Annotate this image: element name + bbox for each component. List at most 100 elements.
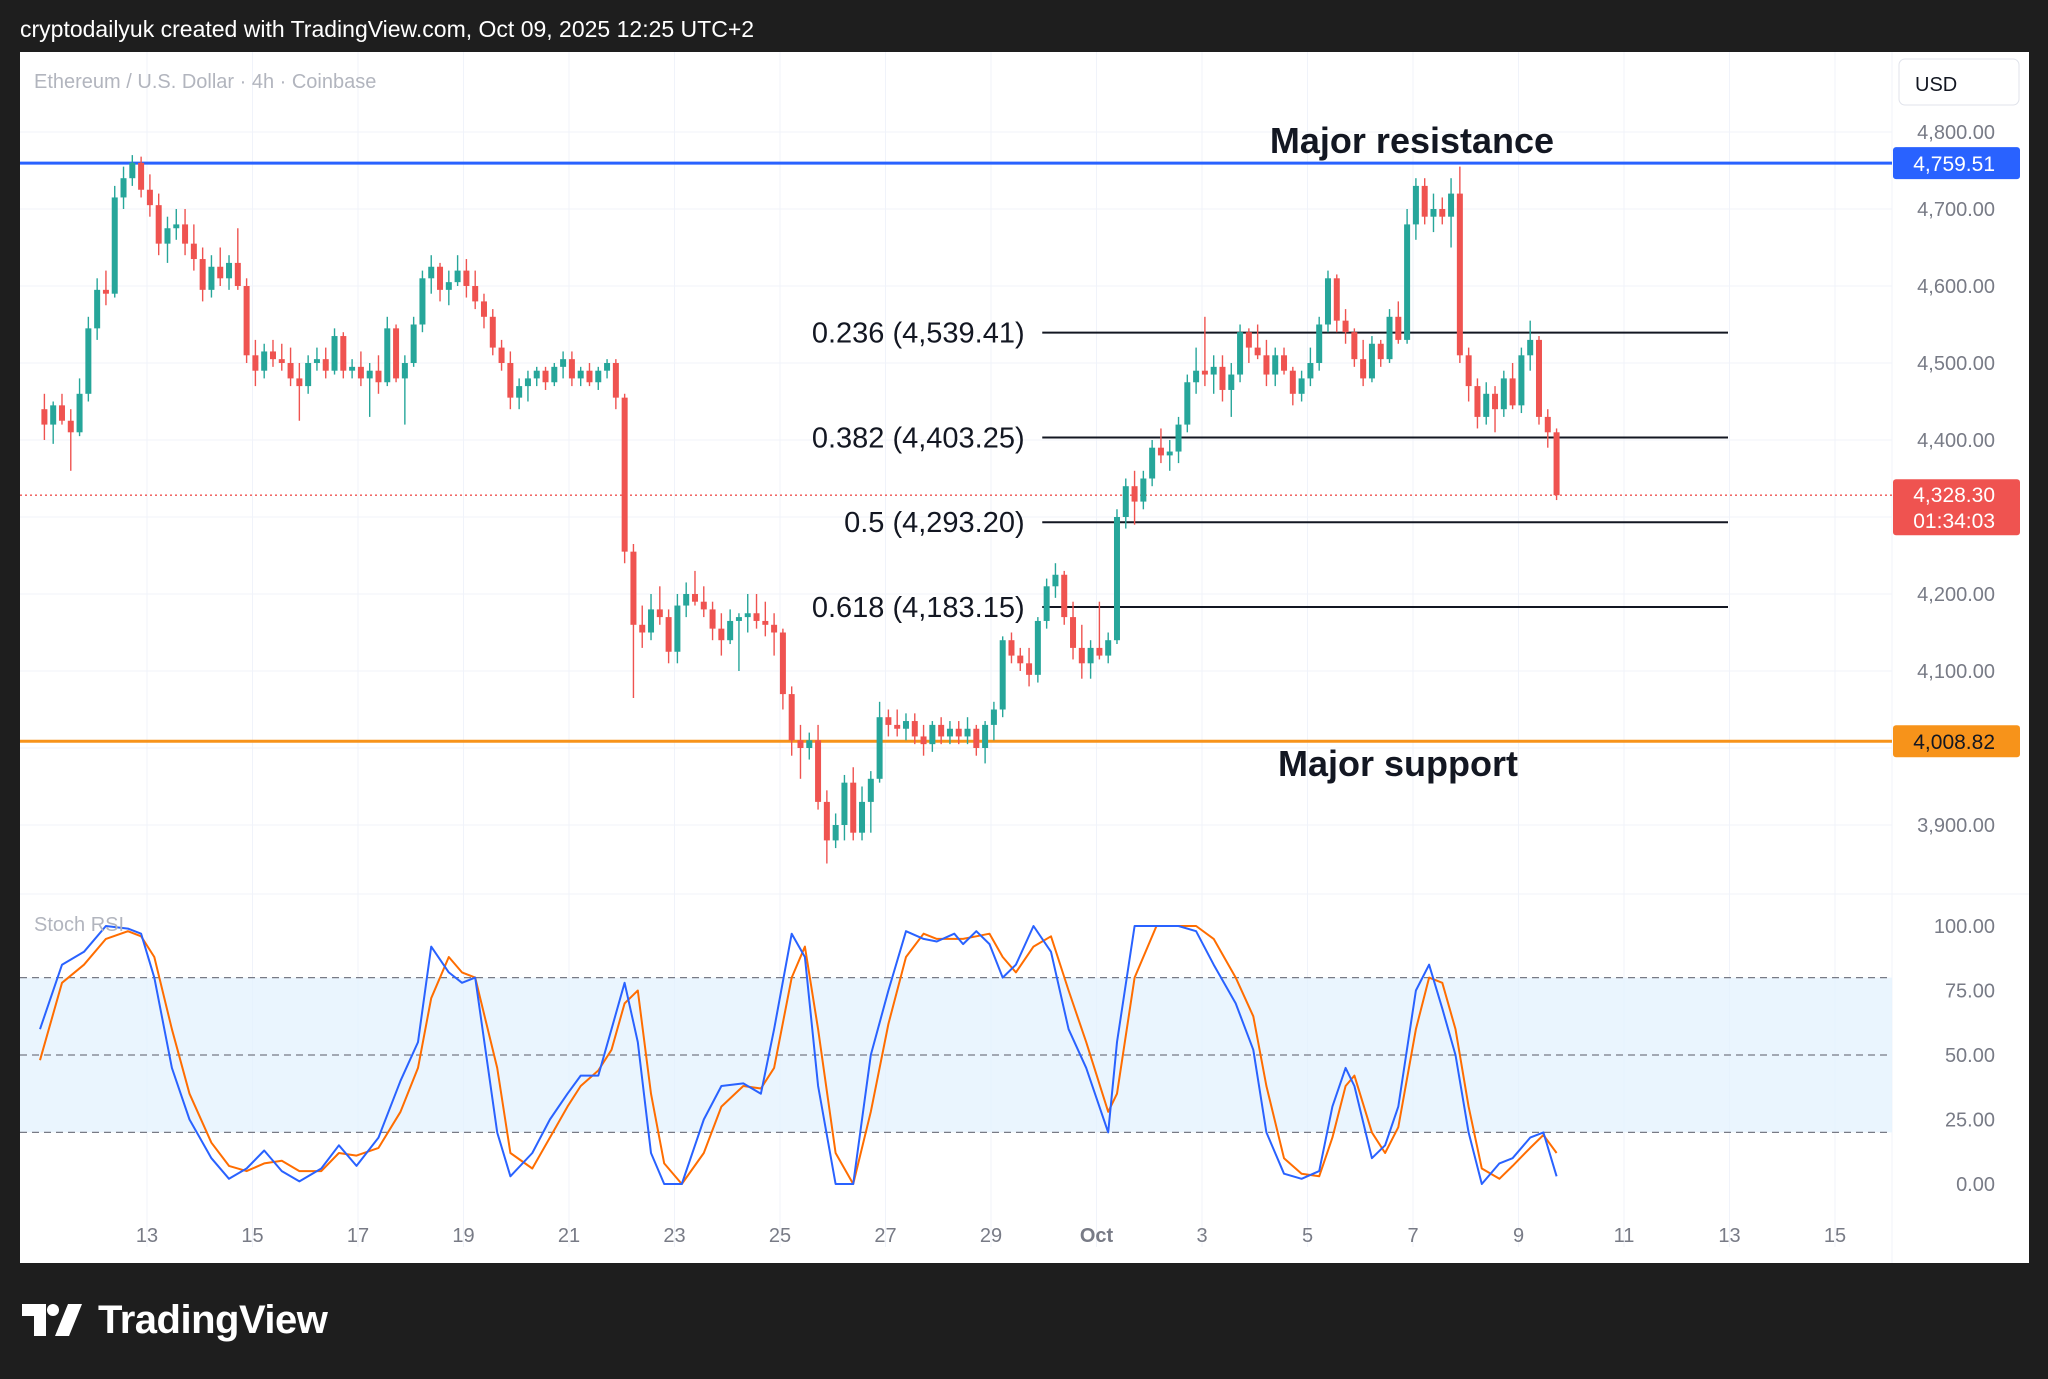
footer-brand-text: TradingView bbox=[98, 1297, 328, 1342]
x-tick-label: 13 bbox=[1718, 1225, 1740, 1247]
candle-body bbox=[894, 724, 901, 729]
price-level-badge-text: 4,008.82 bbox=[1913, 731, 1995, 754]
candle-body bbox=[1500, 378, 1507, 410]
candle-body bbox=[1140, 478, 1147, 502]
candle-body bbox=[138, 162, 145, 190]
candle-body bbox=[753, 613, 760, 621]
candle-body bbox=[841, 782, 848, 825]
candle-body bbox=[472, 286, 479, 302]
candle-body bbox=[94, 289, 101, 329]
stoch-y-tick-label: 25.00 bbox=[1945, 1110, 1995, 1132]
candle-body bbox=[1395, 316, 1402, 340]
candle-body bbox=[1281, 355, 1288, 371]
candle-body bbox=[278, 359, 285, 363]
candle-body bbox=[393, 328, 400, 379]
candle-body bbox=[340, 336, 347, 371]
candle-body bbox=[586, 370, 593, 383]
stoch-y-tick-label: 100.00 bbox=[1934, 916, 1995, 938]
candle-body bbox=[173, 224, 180, 229]
x-tick-label: 7 bbox=[1407, 1225, 1418, 1247]
candle-body bbox=[1360, 359, 1367, 379]
candle-body bbox=[797, 740, 804, 748]
chart-attribution: cryptodailyuk created with TradingView.c… bbox=[20, 16, 755, 42]
x-tick-label: 25 bbox=[769, 1225, 791, 1247]
candle-body bbox=[665, 617, 672, 652]
candle-body bbox=[691, 594, 698, 602]
countdown-text: 01:34:03 bbox=[1913, 510, 1995, 533]
candle-body bbox=[727, 620, 734, 641]
candle-body bbox=[1228, 374, 1235, 390]
candle-body bbox=[1070, 617, 1077, 648]
candle-body bbox=[1201, 370, 1208, 375]
candle-body bbox=[779, 632, 786, 695]
candle-body bbox=[744, 613, 751, 618]
x-tick-label: Oct bbox=[1080, 1225, 1114, 1247]
y-tick-label: 4,500.00 bbox=[1917, 353, 1995, 375]
candle-body bbox=[1509, 378, 1516, 406]
candle-body bbox=[735, 617, 742, 621]
candle-body bbox=[1219, 366, 1226, 390]
candle-body bbox=[612, 363, 619, 398]
candle-body bbox=[331, 336, 338, 371]
candle-body bbox=[1386, 316, 1393, 360]
x-tick-label: 29 bbox=[980, 1225, 1002, 1247]
candle-body bbox=[920, 736, 927, 745]
horizontal-lines[interactable] bbox=[20, 161, 1892, 743]
candle-body bbox=[489, 316, 496, 348]
candle-body bbox=[577, 370, 584, 379]
x-tick-label: 17 bbox=[347, 1225, 369, 1247]
chart-frame[interactable]: 0.236 (4,539.41) 0.382 (4,403.25) 0.5 (4,2… bbox=[20, 52, 2029, 1263]
candle-body bbox=[568, 359, 575, 379]
candle-body bbox=[226, 262, 233, 279]
candle-body bbox=[1544, 416, 1551, 433]
candle-body bbox=[437, 266, 444, 290]
candle-body bbox=[1034, 620, 1041, 675]
candle-body bbox=[1210, 366, 1217, 375]
fib-level-label: 0.382 (4,403.25) bbox=[812, 422, 1025, 454]
candle-body bbox=[1122, 486, 1129, 517]
candle-body bbox=[305, 363, 312, 387]
currency-button[interactable]: USD bbox=[1898, 58, 2020, 106]
x-tick-label: 5 bbox=[1302, 1225, 1313, 1247]
y-tick-label: 4,800.00 bbox=[1917, 122, 1995, 144]
candle-body bbox=[1149, 447, 1156, 479]
time-axis[interactable]: 13 15 17 19 21 23 25 27 29 Oct 3 5 7 9 11 13 15 bbox=[136, 1225, 1846, 1247]
candle-body bbox=[788, 694, 795, 741]
fib-retracement[interactable]: 0.236 (4,539.41) 0.382 (4,403.25) 0.5 (4,2… bbox=[812, 318, 1728, 624]
candle-body bbox=[208, 266, 215, 290]
currency-button-bg[interactable] bbox=[1898, 58, 2020, 106]
candle-body bbox=[85, 328, 92, 394]
chart-svg[interactable]: 0.236 (4,539.41) 0.382 (4,403.25) 0.5 (4,2… bbox=[20, 52, 2029, 1263]
candle-body bbox=[815, 740, 822, 802]
price-axis[interactable]: 3,900.00 4,100.00 4,200.00 4,400.00 4,500.00… bbox=[1893, 122, 2020, 1196]
candle-body bbox=[234, 262, 241, 286]
currency-label[interactable]: USD bbox=[1915, 74, 1957, 96]
candle-body bbox=[155, 205, 162, 244]
candle-body bbox=[269, 351, 276, 360]
candle-body bbox=[771, 624, 778, 633]
candle-body bbox=[1157, 447, 1164, 456]
candle-body bbox=[1492, 393, 1499, 410]
candle-body bbox=[384, 328, 391, 383]
candle-body bbox=[199, 259, 206, 290]
candle-body bbox=[1105, 640, 1112, 656]
x-tick-label: 11 bbox=[1614, 1225, 1635, 1247]
candle-body bbox=[867, 778, 874, 802]
candle-body bbox=[1448, 193, 1455, 217]
candle-body bbox=[973, 728, 980, 748]
resistance-annotation: Major resistance bbox=[1270, 120, 1554, 161]
candle-body bbox=[120, 178, 127, 198]
candle-body bbox=[902, 721, 909, 729]
candle-body bbox=[129, 162, 136, 179]
fib-level-label: 0.236 (4,539.41) bbox=[812, 318, 1025, 350]
candle-body bbox=[463, 270, 470, 286]
candle-body bbox=[990, 709, 997, 725]
candle-body bbox=[876, 717, 883, 779]
candle-body bbox=[516, 386, 523, 398]
last-price-badge bbox=[1893, 479, 2020, 536]
candle-body bbox=[1184, 382, 1191, 425]
candle-body bbox=[366, 370, 373, 379]
candle-body bbox=[243, 286, 250, 356]
x-tick-label: 21 bbox=[558, 1225, 580, 1247]
candle-body bbox=[524, 378, 531, 387]
